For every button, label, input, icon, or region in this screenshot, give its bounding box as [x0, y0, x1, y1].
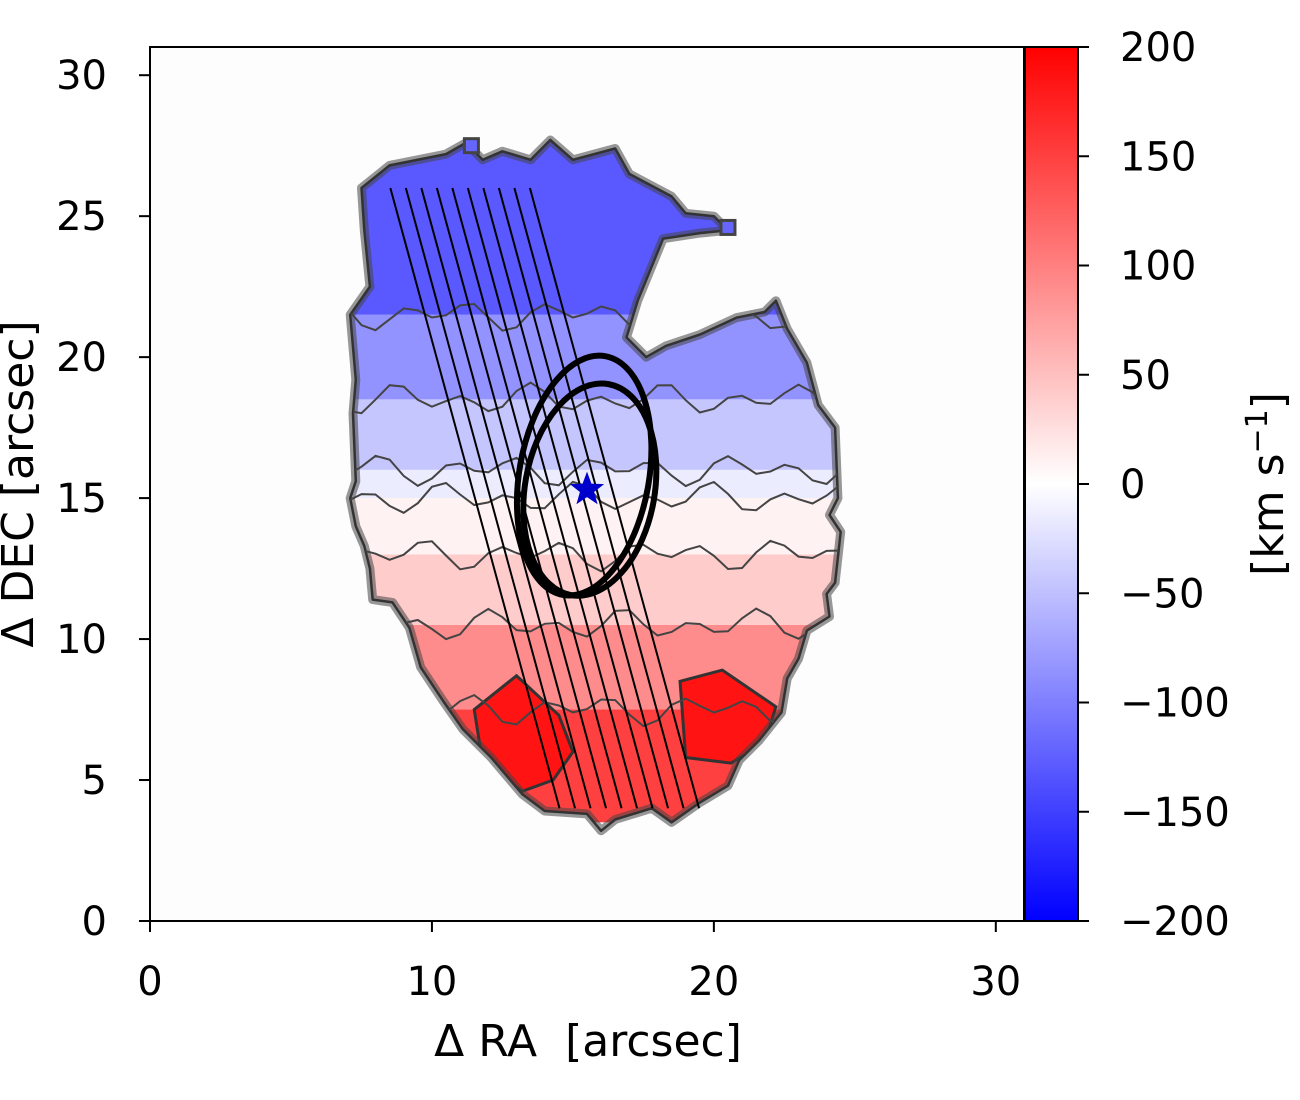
velocity-contour-2	[350, 454, 841, 488]
x-tick-label-0: 0	[137, 959, 162, 1005]
colorbar-label-close: ]	[1243, 392, 1294, 409]
velocity-contour-5	[350, 607, 841, 642]
colorbar-tick-label-3: 50	[1120, 353, 1171, 399]
aperture-ellipses	[513, 352, 660, 599]
slit-line-4	[451, 187, 623, 809]
colorbar-label-unit: [km s	[1243, 453, 1294, 575]
y-tick-label-30: 30	[56, 53, 107, 99]
slit-line-0	[389, 187, 561, 809]
slit-line-6	[482, 187, 654, 809]
isolated-blob-0	[719, 218, 737, 236]
velocity-contour-1	[350, 381, 841, 417]
y-axis-label: Δ DEC [arcsec]	[0, 320, 44, 647]
y-axis-ticks: 0 5 10 15 20 25 30	[56, 53, 150, 945]
colorbar	[1024, 46, 1079, 922]
colorbar-tick-label-7: −150	[1120, 790, 1230, 836]
colorbar-tick-label-2: 100	[1120, 244, 1196, 290]
isolated-blob-1	[462, 137, 480, 155]
colorbar-tick-label-8: −200	[1120, 899, 1230, 945]
velocity-contour-4	[350, 539, 841, 573]
colorbar-tick-label-1: 150	[1120, 134, 1196, 180]
y-tick-label-5: 5	[82, 758, 107, 804]
x-tick-label-30: 30	[970, 959, 1021, 1005]
slit-line-2	[420, 187, 592, 809]
y-tick-label-20: 20	[56, 335, 107, 381]
x-axis-label: Δ RA [arcsec]	[434, 1016, 742, 1067]
x-tick-label-10: 10	[406, 959, 457, 1005]
colorbar-tick-label-0: 200	[1120, 25, 1196, 71]
colorbar-tick-label-6: −100	[1120, 681, 1230, 727]
aperture-ellipse-1	[520, 380, 660, 599]
y-tick-label-25: 25	[56, 194, 107, 240]
center-star-marker	[569, 471, 605, 505]
velocity-contour-3	[350, 480, 841, 515]
galaxy-outline	[348, 138, 842, 833]
slit-line-9	[528, 187, 701, 809]
y-tick-label-10: 10	[56, 617, 107, 663]
x-tick-label-20: 20	[688, 959, 739, 1005]
slit-line-5	[466, 187, 639, 809]
y-tick-label-0: 0	[82, 899, 107, 945]
slit-line-1	[404, 187, 576, 809]
y-tick-label-15: 15	[56, 476, 107, 522]
slit-line-8	[513, 187, 685, 809]
colorbar-tick-label-5: −50	[1120, 571, 1204, 617]
colorbar-ticks: 200 150 100 50 0 −50 −100 −150 −200	[1078, 25, 1230, 945]
colorbar-label: [km s−1]	[1240, 392, 1294, 576]
colorbar-tick-label-4: 0	[1120, 462, 1145, 508]
velocity-band-2	[350, 399, 841, 470]
colorbar-label-exponent: −1	[1240, 409, 1275, 453]
x-axis-ticks: 0 10 20 30	[137, 921, 1021, 1005]
